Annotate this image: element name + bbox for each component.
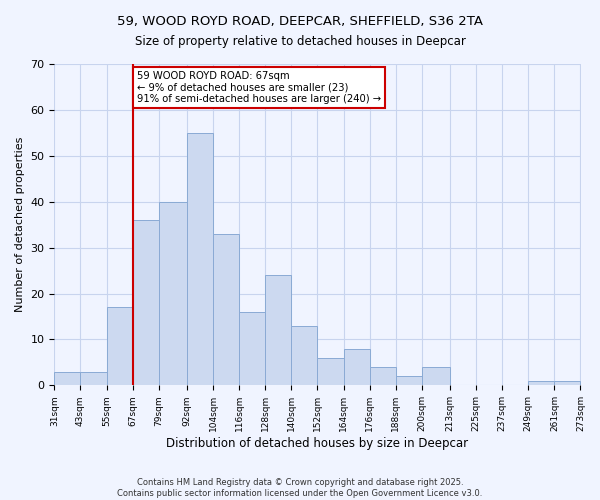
Text: 59, WOOD ROYD ROAD, DEEPCAR, SHEFFIELD, S36 2TA: 59, WOOD ROYD ROAD, DEEPCAR, SHEFFIELD, … (117, 15, 483, 28)
Bar (159, 202, 187, 386)
Text: Contains HM Land Registry data © Crown copyright and database right 2025.
Contai: Contains HM Land Registry data © Crown c… (118, 478, 482, 498)
Bar (133, 220, 159, 386)
Bar (213, 234, 239, 386)
Bar (187, 133, 213, 386)
Bar (370, 367, 396, 386)
Bar (55, 372, 80, 386)
Bar (265, 275, 292, 386)
X-axis label: Distribution of detached houses by size in Deepcar: Distribution of detached houses by size … (166, 437, 469, 450)
Text: 59 WOOD ROYD ROAD: 67sqm
← 9% of detached houses are smaller (23)
91% of semi-de: 59 WOOD ROYD ROAD: 67sqm ← 9% of detache… (137, 71, 381, 104)
Bar (317, 358, 344, 386)
Bar (107, 308, 133, 386)
Bar (554, 381, 580, 386)
Bar (239, 312, 265, 386)
Bar (344, 348, 370, 386)
Bar (422, 367, 450, 386)
Bar (529, 381, 554, 386)
Text: Size of property relative to detached houses in Deepcar: Size of property relative to detached ho… (134, 35, 466, 48)
Y-axis label: Number of detached properties: Number of detached properties (15, 137, 25, 312)
Bar (396, 376, 422, 386)
Bar (292, 326, 317, 386)
Bar (80, 372, 107, 386)
